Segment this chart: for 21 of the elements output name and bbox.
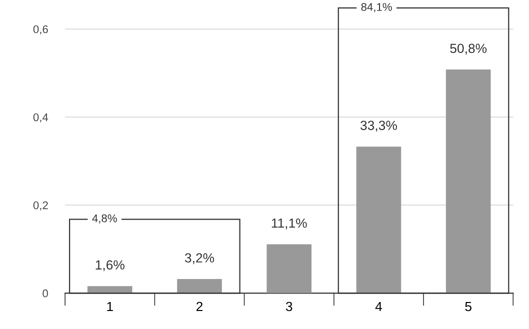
x-tick-label: 2 (196, 302, 202, 312)
data-label: 11,1% (272, 218, 307, 230)
x-tick-label: 5 (465, 302, 472, 312)
bar (177, 279, 222, 294)
x-tick-label: 1 (107, 302, 113, 312)
data-label: 1,6% (96, 260, 124, 272)
bar (266, 244, 312, 294)
data-label: 3,2% (184, 253, 214, 264)
y-tick-label: 0 (42, 289, 48, 298)
x-tick-label: 3 (286, 302, 292, 312)
bar (446, 70, 491, 294)
annotation: 84,1% (361, 3, 392, 12)
data-label: 50,8% (450, 44, 487, 55)
annotation: 4,8% (92, 214, 117, 224)
y-tick-label: 0,4 (33, 113, 48, 123)
y-tick-label: 0,6 (33, 25, 48, 34)
x-tick-label: 4 (375, 302, 382, 312)
bar (356, 146, 402, 294)
bar (87, 286, 132, 294)
y-tick-label: 0,2 (33, 201, 48, 211)
data-label: 33,3% (360, 120, 397, 132)
